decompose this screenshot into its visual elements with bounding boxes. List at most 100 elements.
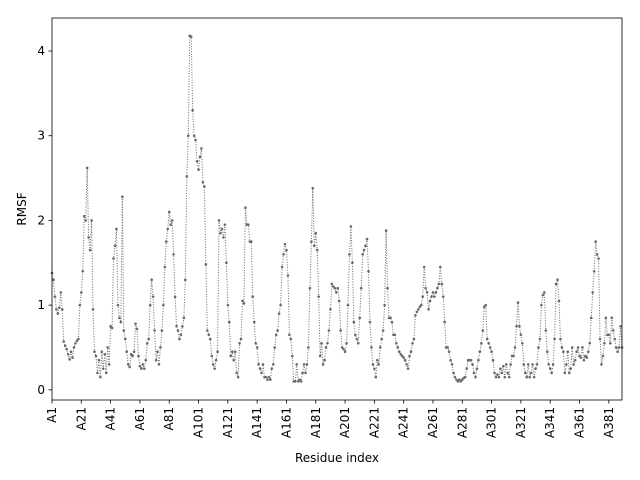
data-point [126,363,130,366]
data-point [589,316,593,320]
x-tick-label: A381 [602,407,616,438]
data-point [68,358,71,361]
data-point [441,295,445,298]
data-point [465,367,468,370]
plot-frame [51,17,623,401]
data-point [74,341,77,345]
data-point [428,299,432,303]
data-point [395,341,398,345]
data-point [368,320,372,324]
data-point [356,341,360,345]
x-tick-label: A41 [104,407,118,430]
data-point [367,269,370,273]
data-point [90,219,93,222]
data-point [600,363,603,366]
data-point [85,166,89,170]
data-point [507,375,511,379]
x-tick-label: A241 [397,407,411,438]
data-point [611,329,615,332]
data-point [97,358,101,362]
data-point [147,337,151,341]
rmsf-line [51,34,623,383]
data-point [219,231,222,235]
data-point [563,371,567,375]
x-tick-label: A121 [221,407,235,438]
data-point [427,308,430,311]
data-point [141,363,145,366]
data-point [150,278,153,282]
data-point [509,363,512,366]
data-point [330,282,334,286]
data-point [267,375,271,379]
data-point [135,327,139,331]
data-point [389,316,392,320]
data-point [260,371,263,375]
data-point [109,325,112,328]
data-point [148,303,152,307]
data-point [399,352,403,356]
data-point [323,358,326,362]
data-point [496,373,499,376]
data-point [87,236,90,239]
x-tick-label: A201 [338,407,352,438]
data-point [110,326,114,330]
data-point [236,375,240,379]
data-point [172,253,175,256]
data-point [557,299,561,303]
data-point [210,354,214,358]
data-point [298,378,301,381]
data-point [359,286,363,290]
data-point [419,303,423,307]
data-point [113,244,117,248]
data-point [104,371,108,375]
data-point [131,354,134,358]
data-point [203,185,206,188]
data-point [214,358,218,362]
data-point [56,312,60,315]
data-point [103,352,107,356]
data-point [276,329,279,332]
data-point [116,303,120,307]
data-point [132,350,136,354]
data-point [128,365,131,369]
data-point [78,303,82,307]
data-point [354,333,357,337]
data-point [412,337,416,341]
data-point [421,295,425,298]
data-point [101,367,105,370]
data-point [91,308,95,311]
data-point [145,341,149,345]
data-point [488,346,492,349]
data-point [415,310,419,314]
data-point [179,333,183,337]
data-point [548,367,552,370]
data-point [167,210,171,214]
data-point [235,371,238,375]
data-point [547,363,551,366]
data-point [291,354,294,358]
data-point [204,263,208,266]
data-point [288,333,291,337]
data-point [239,337,243,341]
x-tick-label: A361 [573,407,587,438]
data-point [58,306,61,309]
data-point [566,350,570,354]
data-point [490,350,493,354]
data-point [143,367,146,370]
data-point [164,240,168,243]
data-point [257,363,260,366]
data-point [251,295,255,298]
data-point [115,227,118,231]
data-point [562,350,565,354]
data-point [123,337,127,341]
data-point [249,240,253,243]
data-point [65,347,68,351]
data-point [77,337,80,341]
data-point [579,356,583,359]
data-point [352,320,356,324]
data-point [125,350,129,354]
data-point [598,337,602,341]
data-point [178,337,181,341]
data-point [581,346,584,349]
data-point [299,380,303,383]
